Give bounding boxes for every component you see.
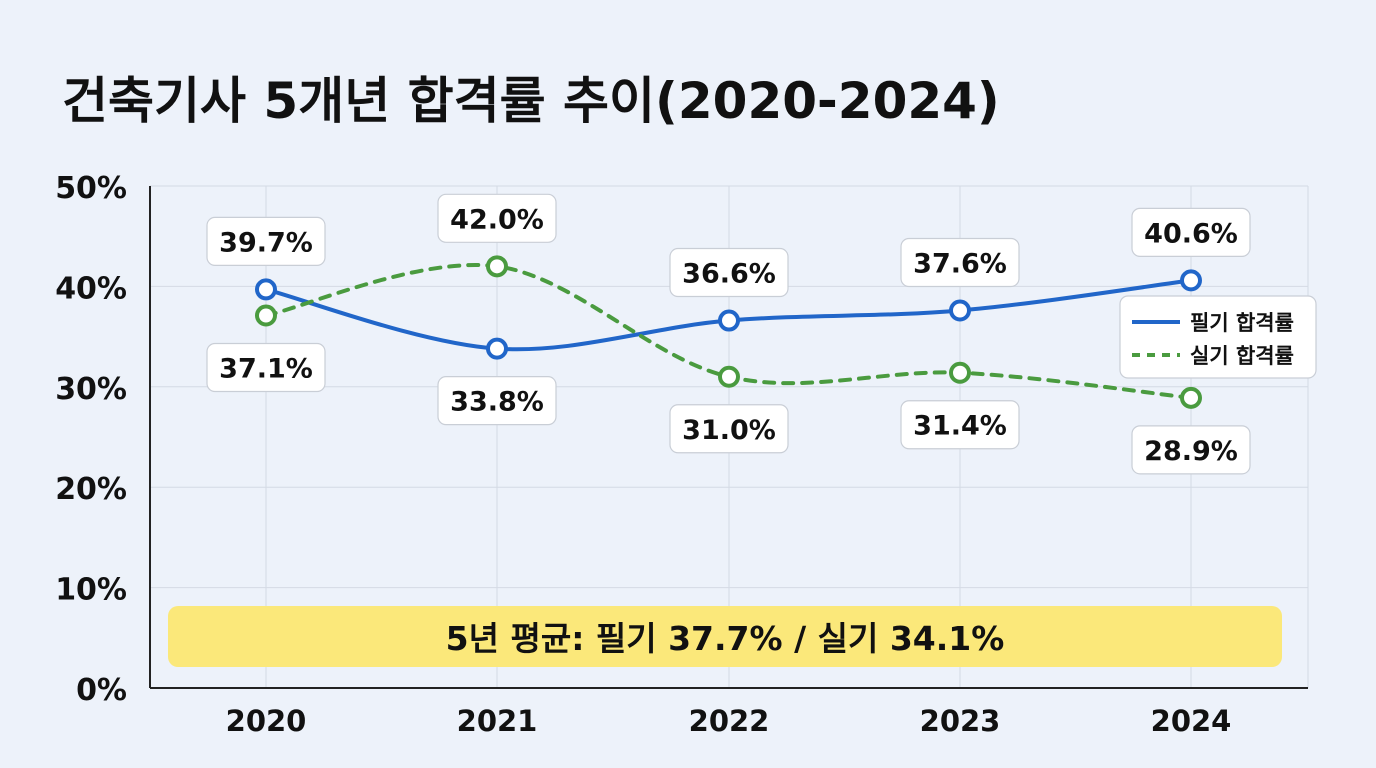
practical-point (1180, 386, 1202, 409)
average-annotation: 5년 평균: 필기 37.7% / 실기 34.1% (168, 606, 1282, 667)
legend-written-label: 필기 합격률 (1190, 311, 1294, 335)
series (255, 255, 1202, 409)
x-tick-label: 2023 (920, 704, 1001, 738)
x-tick-label: 2024 (1151, 704, 1232, 738)
data-label: 31.0% (682, 415, 776, 446)
legend-practical-label: 실기 합격률 (1190, 344, 1294, 368)
practical-point (486, 255, 508, 278)
data-label-box (437, 376, 557, 426)
data-label: 37.1% (219, 354, 313, 385)
average-annotation-box (168, 606, 1282, 667)
data-label: 28.9% (1144, 436, 1238, 467)
chart-title: 건축기사 5개년 합격률 추이(2020-2024) (62, 72, 1000, 130)
data-label: 39.7% (219, 227, 313, 258)
data-label: 37.6% (913, 248, 1007, 279)
x-tick-label: 2022 (689, 704, 770, 738)
data-label: 40.6% (1144, 218, 1238, 249)
practical-point (255, 304, 277, 327)
written-point (949, 299, 971, 322)
data-label-box (206, 216, 326, 267)
data-label: 42.0% (450, 204, 544, 235)
y-tick-label: 0% (76, 673, 127, 708)
x-tick-label: 2021 (457, 704, 538, 738)
data-label: 31.4% (913, 411, 1007, 442)
average-annotation-text: 5년 평균: 필기 37.7% / 실기 34.1% (446, 619, 1005, 658)
data-label-box (206, 342, 326, 393)
data-label: 36.6% (682, 259, 776, 290)
data-label-box (437, 193, 557, 243)
data-label-box (669, 247, 789, 298)
y-tick-label: 40% (55, 271, 127, 306)
practical-point (718, 365, 740, 388)
data-label-box (1131, 425, 1251, 475)
axes: 0% 10% 20% 30% 40% 50% 2020 2021 2022 2023 2024 (55, 171, 1308, 738)
practical-point (949, 361, 971, 384)
data-label-box (669, 404, 789, 454)
data-label: 33.8% (450, 387, 544, 418)
written-point (718, 309, 740, 332)
y-tick-label: 20% (55, 472, 127, 507)
data-label-box (900, 400, 1020, 450)
written-point (1180, 269, 1202, 292)
legend-box (1119, 295, 1317, 379)
written-point (255, 278, 277, 301)
data-label-box (1131, 207, 1251, 257)
y-tick-label: 10% (55, 573, 127, 608)
x-tick-label: 2020 (226, 704, 307, 738)
data-label-box (900, 237, 1020, 288)
written-point (486, 337, 508, 360)
y-tick-label: 50% (55, 171, 127, 206)
data-labels: 39.7% 37.1% 33.8% 42.0% 36.6% 31.0% 37.6% 31.4%… (206, 193, 1251, 475)
y-tick-label: 30% (55, 372, 127, 407)
